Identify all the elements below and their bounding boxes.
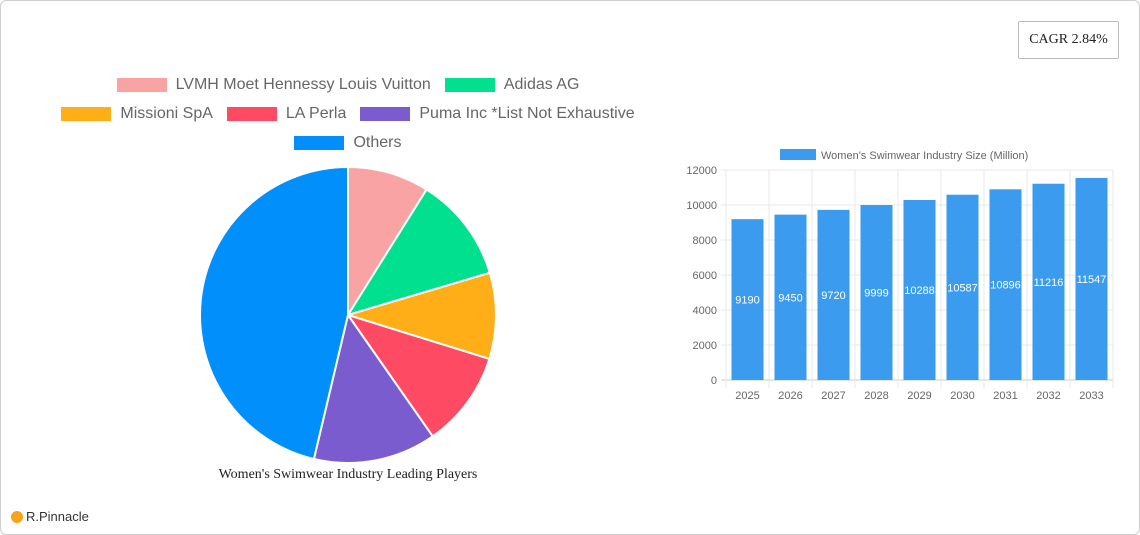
y-tick-label: 8000 [693,235,717,247]
bar[interactable] [731,219,764,380]
legend-item[interactable]: LVMH Moet Hennessy Louis Vuitton [116,76,431,94]
bar[interactable] [774,214,807,380]
bar-value-label: 9450 [778,292,802,304]
pie-legend-row-3: Others [0,134,696,152]
x-tick-label: 2025 [735,390,759,402]
bar-value-label: 9720 [821,290,845,302]
pie-slice[interactable] [345,188,492,317]
legend-label: Others [353,134,402,151]
legend-item[interactable]: Missioni SpA [61,105,213,123]
y-tick-label: 6000 [693,270,717,282]
legend-swatch [360,107,411,121]
y-tick-label: 2000 [693,340,717,352]
x-tick-label: 2031 [993,390,1017,402]
x-tick-label: 2032 [1036,390,1060,402]
bar-value-label: 11216 [1034,277,1064,289]
legend-label: Puma Inc *List Not Exhaustive [419,105,635,122]
legend-swatch [294,136,345,150]
bar-value-label: 10288 [904,285,935,297]
legend-swatch [226,107,277,121]
legend-swatch [61,107,112,121]
pie-slice[interactable] [312,312,435,464]
bar[interactable] [989,189,1022,380]
bar-legend-label: Women's Swimwear Industry Size (Million) [821,150,1028,162]
bar[interactable] [903,199,936,380]
x-tick-label: 2026 [778,390,802,402]
pie-slice[interactable] [344,271,497,361]
pie-title: Women's Swimwear Industry Leading Player… [218,467,478,482]
bar[interactable] [817,209,850,380]
pie-slice[interactable] [347,165,428,319]
logo-icon [11,510,23,523]
legend-item[interactable]: Adidas AG [444,76,580,94]
y-tick-label: 12000 [686,165,717,177]
legend-item[interactable]: Others [294,134,402,152]
x-tick-label: 2027 [821,390,845,402]
legend-label: LVMH Moet Hennessy Louis Vuitton [175,76,431,93]
bar[interactable] [1032,183,1065,380]
y-tick-label: 4000 [693,305,717,317]
bar-value-label: 9999 [864,288,888,300]
bar-value-label: 9190 [735,295,759,307]
pie-slice[interactable] [345,313,491,438]
brand-name: R.Pinnacle [26,509,89,524]
legend-item[interactable]: LA Perla [226,105,347,123]
legend-label: LA Perla [285,105,347,122]
legend-label: Adidas AG [503,76,580,93]
bar-value-label: 10587 [947,282,978,294]
bar-legend-swatch [780,149,816,160]
legend-label: Missioni SpA [120,105,213,122]
y-tick-label: 10000 [686,200,717,212]
bar[interactable] [860,205,893,380]
cagr-badge: CAGR 2.84% [1018,21,1119,59]
x-tick-label: 2033 [1079,390,1103,402]
bar[interactable] [946,194,979,380]
y-tick-label: 0 [711,375,717,387]
legend-item[interactable]: Puma Inc *List Not Exhaustive [360,105,635,123]
x-tick-label: 2028 [864,390,888,402]
x-tick-label: 2030 [950,390,974,402]
pie-legend-row-2: Missioni SpA LA Perla Puma Inc *List Not… [0,105,696,123]
pie-slice[interactable] [199,165,349,461]
bar-value-label: 11547 [1077,274,1107,286]
brand-logo: R.Pinnacle [11,509,89,524]
bar-value-label: 10896 [990,280,1021,292]
legend-swatch [444,78,495,92]
bar[interactable] [1075,177,1108,380]
legend-swatch [116,78,167,92]
pie-legend-row-1: LVMH Moet Hennessy Louis Vuitton Adidas … [0,76,696,94]
x-tick-label: 2029 [907,390,931,402]
